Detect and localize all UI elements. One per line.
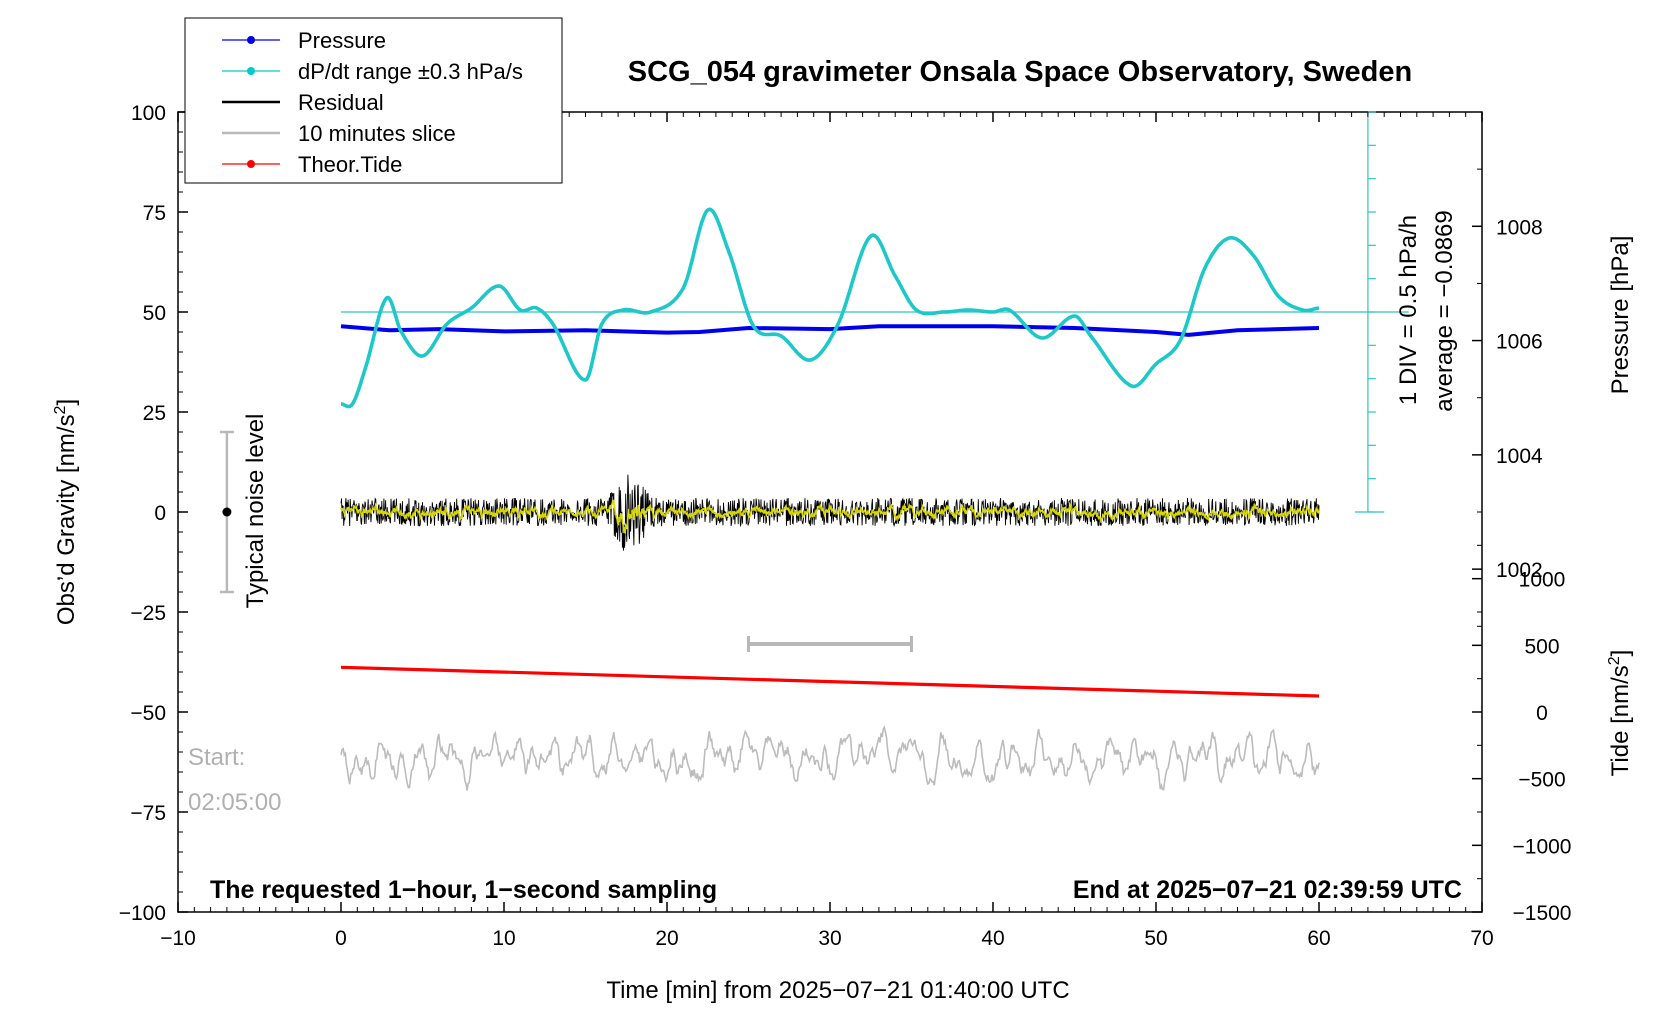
y-tick-label: −25: [130, 602, 166, 625]
pressure-tick-label: 1004: [1496, 445, 1543, 468]
pressure-tick-label: 1002: [1496, 559, 1543, 582]
legend-entry-label: 10 minutes slice: [298, 121, 456, 146]
dpdt-scale-axis: [1354, 111, 1385, 513]
y-tick-label: 25: [143, 402, 166, 425]
series-pressure: [340, 324, 1320, 337]
pressure-tick-label: 1006: [1496, 331, 1543, 354]
legend-items: Pressure dP/dt range ±0.3 hPa/s Residual 10…: [222, 28, 523, 177]
dpdt-div-annotation: 1 DIV = 0.5 hPa/h: [1395, 215, 1422, 405]
x-axis-ticks: −10 0 10 20 30 40 50 60 70: [160, 112, 1494, 950]
tide-tick-label: 1000: [1519, 569, 1566, 592]
start-time: 02:05:00: [188, 789, 281, 816]
legend-swatch-marker: [247, 36, 255, 44]
x-tick-label: 70: [1470, 927, 1493, 950]
y-tick-label: 0: [154, 502, 166, 525]
x-tick-label: 50: [1144, 927, 1167, 950]
y-left-ticks: 100 75 50 25 0 −25 −50 −75 −100: [119, 102, 188, 925]
x-axis-label: Time [min] from 2025−07−21 01:40:00 UTC: [606, 977, 1069, 1004]
residual-line: [340, 474, 1320, 551]
tide-tick-label: −1500: [1513, 902, 1572, 925]
noise-level-label: Typical noise level: [242, 414, 269, 609]
noise-bar: [219, 430, 234, 594]
average-annotation: average = −0.0869: [1431, 210, 1458, 412]
end-time-note: End at 2025−07−21 02:39:59 UTC: [1073, 876, 1462, 904]
chart-title: SCG_054 gravimeter Onsala Space Observat…: [628, 56, 1412, 88]
tide-axis-label: Tide [nm/s2]: [1606, 650, 1634, 777]
legend-swatch-marker: [247, 67, 255, 75]
tide-tick-label: 500: [1524, 635, 1559, 658]
x-tick-label: 30: [818, 927, 841, 950]
tide-axis-ticks: 1000 500 0 −500 −1000 −1500: [1472, 544, 1572, 925]
y-tick-label: −100: [119, 902, 166, 925]
y-left-axis-label: Obs’d Gravity [nm/s2]: [52, 399, 80, 625]
series-dp-dt: [339, 207, 1320, 409]
y-tick-label: 100: [131, 102, 166, 125]
series-lines: [339, 207, 1320, 698]
x-tick-label: 20: [655, 927, 678, 950]
legend-box: [184, 17, 563, 184]
residual-smoothed-line: [340, 499, 1320, 534]
tide-tick-label: −1000: [1513, 835, 1572, 858]
y-tick-label: −50: [130, 702, 166, 725]
legend: Pressure dP/dt range ±0.3 hPa/s Residual 10…: [184, 17, 563, 184]
x-tick-label: −10: [160, 927, 196, 950]
y-tick-label: −75: [130, 802, 166, 825]
x-tick-label: 10: [492, 927, 515, 950]
legend-swatch-marker: [247, 160, 255, 168]
start-label: Start:: [188, 744, 245, 771]
residual-series: [340, 474, 1320, 551]
tide-tick-label: −500: [1518, 769, 1565, 792]
slice-trace-line: [340, 725, 1320, 791]
series-theor-tide: [340, 665, 1320, 698]
tide-tick-label: 0: [1536, 702, 1548, 725]
x-tick-label: 60: [1307, 927, 1330, 950]
sampling-note: The requested 1−hour, 1−second sampling: [210, 876, 717, 904]
slice-bar: [747, 636, 913, 652]
legend-entry-label: dP/dt range ±0.3 hPa/s: [298, 59, 523, 84]
legend-entry-label: Residual: [298, 90, 384, 115]
slice-trace: [340, 725, 1320, 791]
pressure-tick-label: 1008: [1496, 216, 1543, 239]
pressure-axis-label: Pressure [hPa]: [1607, 236, 1634, 395]
x-tick-label: 40: [981, 927, 1004, 950]
x-tick-label: 0: [335, 927, 347, 950]
pressure-axis-ticks: 1008 1006 1004 1002: [1472, 168, 1543, 627]
y-tick-label: 75: [143, 202, 166, 225]
y-tick-label: 50: [143, 302, 166, 325]
legend-entry-label: Theor.Tide: [298, 152, 402, 177]
legend-entry-label: Pressure: [298, 28, 386, 53]
noise-bar-center-dot: [222, 507, 232, 517]
